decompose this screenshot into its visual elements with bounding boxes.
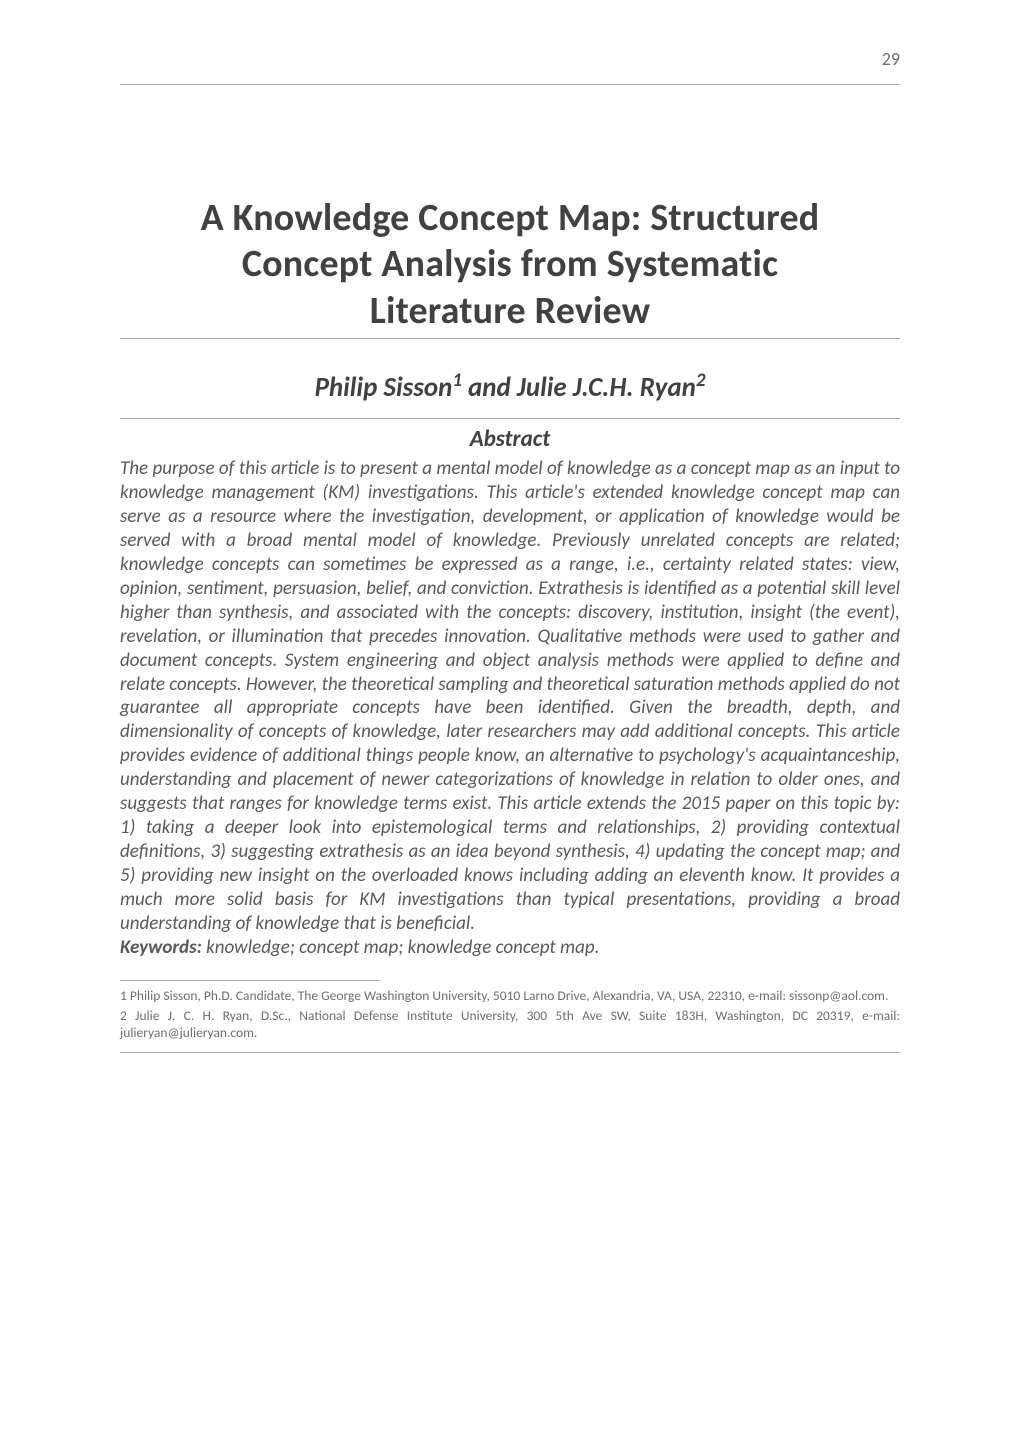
keywords-text: knowledge; concept map; knowledge concep… (202, 936, 600, 959)
keywords-line: Keywords: knowledge; concept map; knowle… (120, 936, 900, 960)
author-1-footnote-ref: 1 (452, 369, 462, 392)
authors-rule-bottom (120, 418, 900, 419)
page: 29 A Knowledge Concept Map: Structured C… (0, 0, 1020, 1452)
title-line-3: Literature Review (370, 288, 650, 334)
title-line-2: Concept Analysis from Systematic (242, 241, 778, 287)
footnote-2: 2 Julie J. C. H. Ryan, D.Sc., National D… (120, 1007, 900, 1043)
page-number: 29 (882, 48, 900, 70)
bottom-rule (120, 1052, 900, 1053)
author-conjunction: and Julie J.C.H. Ryan (462, 371, 696, 404)
footnote-rule (120, 980, 380, 981)
keywords-label: Keywords: (120, 936, 202, 959)
title-line-1: A Knowledge Concept Map: Structured (201, 195, 820, 241)
article-title: A Knowledge Concept Map: Structured Conc… (120, 195, 900, 334)
top-rule (120, 84, 900, 85)
abstract-heading: Abstract (120, 425, 900, 453)
abstract-body: The purpose of this article is to presen… (120, 457, 900, 936)
author-1-name: Philip Sisson (315, 371, 453, 404)
authors-rule-top (120, 338, 900, 339)
author-2-footnote-ref: 2 (696, 369, 706, 392)
footnote-1: 1 Philip Sisson, Ph.D. Candidate, The Ge… (120, 987, 900, 1005)
author-line: Philip Sisson1 and Julie J.C.H. Ryan2 (120, 369, 900, 404)
